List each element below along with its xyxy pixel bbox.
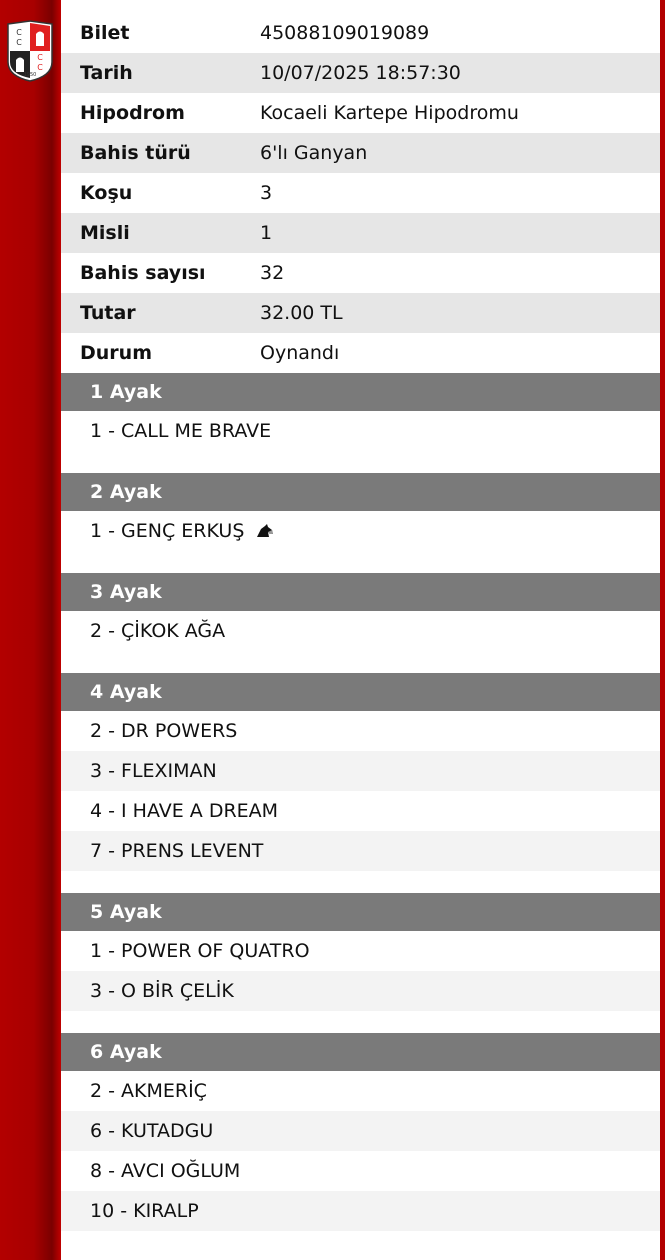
right-border <box>660 0 665 1260</box>
horse-item: 1 - GENÇ ERKUŞ <box>61 511 660 551</box>
info-label: Tutar <box>80 302 136 324</box>
horse-name: 10 - KIRALP <box>90 1200 199 1222</box>
info-value: 3 <box>260 182 273 204</box>
horse-name: 1 - GENÇ ERKUŞ <box>90 520 245 542</box>
svg-text:C: C <box>16 28 22 37</box>
horse-item: 10 - KIRALP <box>61 1191 660 1231</box>
horse-item: 4 - I HAVE A DREAM <box>61 791 660 831</box>
info-row: Bilet 45088109019089 <box>61 13 660 53</box>
info-label: Bilet <box>80 22 130 44</box>
info-row: Hipodrom Kocaeli Kartepe Hipodromu <box>61 93 660 133</box>
info-row: Tutar 32.00 TL <box>61 293 660 333</box>
info-label: Koşu <box>80 182 133 204</box>
horse-name: 2 - AKMERİÇ <box>90 1080 207 1102</box>
leg-header: 3 Ayak <box>61 573 660 611</box>
svg-text:1950: 1950 <box>24 72 37 78</box>
info-value: 6'lı Ganyan <box>260 142 368 164</box>
info-label: Durum <box>80 342 152 364</box>
info-row: Tarih 10/07/2025 18:57:30 <box>61 53 660 93</box>
info-label: Tarih <box>80 62 133 84</box>
info-label: Misli <box>80 222 130 244</box>
horse-head-icon <box>257 524 274 537</box>
info-value: Oynandı <box>260 342 340 364</box>
horse-name: 4 - I HAVE A DREAM <box>90 800 279 822</box>
info-value: 45088109019089 <box>260 22 430 44</box>
horse-name: 2 - ÇİKOK AĞA <box>90 620 226 642</box>
leg-header: 1 Ayak <box>61 373 660 411</box>
leg-header: 6 Ayak <box>61 1033 660 1071</box>
leg-header: 4 Ayak <box>61 673 660 711</box>
info-value: 1 <box>260 222 273 244</box>
svg-text:C: C <box>37 63 43 72</box>
info-row: Koşu 3 <box>61 173 660 213</box>
leg-group: 5 Ayak 1 - POWER OF QUATRO 3 - O BİR ÇELİK <box>61 893 660 1033</box>
horse-item: 2 - ÇİKOK AĞA <box>61 611 660 651</box>
info-label: Bahis sayısı <box>80 262 206 284</box>
info-value: 32 <box>260 262 285 284</box>
info-row: Durum Oynandı <box>61 333 660 373</box>
ticket-details: Bilet 45088109019089 Tarih 10/07/2025 18:57… <box>61 13 660 1253</box>
legs-list: 1 Ayak 1 - CALL ME BRAVE 2 Ayak 1 - GENÇ ER… <box>61 373 660 1253</box>
horse-name: 3 - O BİR ÇELİK <box>90 980 234 1002</box>
horse-name: 6 - KUTADGU <box>90 1120 214 1142</box>
horse-item: 2 - DR POWERS <box>61 711 660 751</box>
horse-name: 1 - POWER OF QUATRO <box>90 940 310 962</box>
info-row: Bahis sayısı 32 <box>61 253 660 293</box>
info-value: 10/07/2025 18:57:30 <box>260 62 461 84</box>
leg-group: 3 Ayak 2 - ÇİKOK AĞA <box>61 573 660 673</box>
horse-item: 2 - AKMERİÇ <box>61 1071 660 1111</box>
leg-group: 2 Ayak 1 - GENÇ ERKUŞ <box>61 473 660 573</box>
horse-name: 1 - CALL ME BRAVE <box>90 420 272 442</box>
info-label: Hipodrom <box>80 102 185 124</box>
horse-item: 3 - FLEXIMAN <box>61 751 660 791</box>
horse-name: 2 - DR POWERS <box>90 720 238 742</box>
horse-item: 1 - POWER OF QUATRO <box>61 931 660 971</box>
sidebar: C C C C 1950 <box>0 0 61 1260</box>
horse-item: 3 - O BİR ÇELİK <box>61 971 660 1011</box>
info-value: Kocaeli Kartepe Hipodromu <box>260 102 519 124</box>
horse-item: 8 - AVCI OĞLUM <box>61 1151 660 1191</box>
leg-header: 2 Ayak <box>61 473 660 511</box>
horse-item: 7 - PRENS LEVENT <box>61 831 660 871</box>
svg-text:C: C <box>37 53 43 62</box>
leg-group: 4 Ayak 2 - DR POWERS 3 - FLEXIMAN 4 - I HAV… <box>61 673 660 893</box>
info-label: Bahis türü <box>80 142 191 164</box>
info-row: Misli 1 <box>61 213 660 253</box>
leg-header: 5 Ayak <box>61 893 660 931</box>
horse-item: 6 - KUTADGU <box>61 1111 660 1151</box>
leg-group: 6 Ayak 2 - AKMERİÇ 6 - KUTADGU 8 - AVCI OĞL… <box>61 1033 660 1253</box>
horse-item: 1 - CALL ME BRAVE <box>61 411 660 451</box>
info-value: 32.00 TL <box>260 302 343 324</box>
ticket-info-table: Bilet 45088109019089 Tarih 10/07/2025 18:57… <box>61 13 660 373</box>
club-logo: C C C C 1950 <box>7 20 53 82</box>
horse-name: 3 - FLEXIMAN <box>90 760 217 782</box>
leg-group: 1 Ayak 1 - CALL ME BRAVE <box>61 373 660 473</box>
horse-name: 7 - PRENS LEVENT <box>90 840 264 862</box>
horse-name: 8 - AVCI OĞLUM <box>90 1160 241 1182</box>
info-row: Bahis türü 6'lı Ganyan <box>61 133 660 173</box>
svg-text:C: C <box>16 38 22 47</box>
